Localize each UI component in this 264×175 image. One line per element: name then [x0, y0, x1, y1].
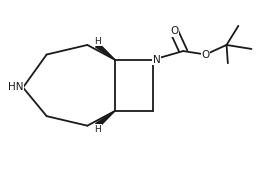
Text: O: O [170, 26, 178, 36]
Text: O: O [201, 50, 210, 60]
Text: H: H [95, 37, 101, 46]
Text: HN: HN [7, 82, 23, 93]
Text: H: H [95, 125, 101, 134]
Polygon shape [96, 45, 115, 60]
Text: N: N [153, 55, 161, 65]
Polygon shape [96, 111, 115, 126]
